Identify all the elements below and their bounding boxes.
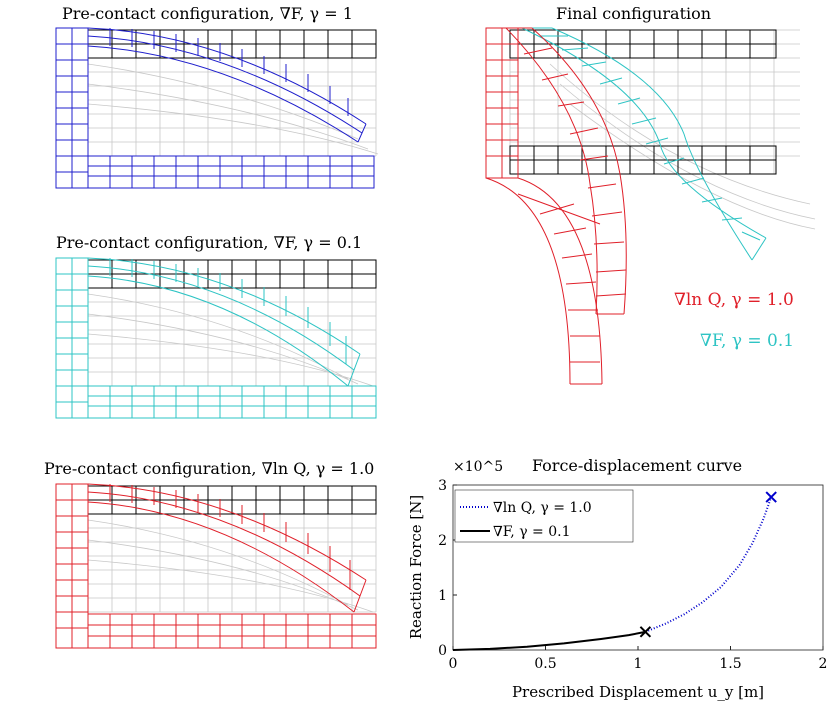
series-end-marker-0: [765, 491, 777, 503]
y-tick-label: 0: [438, 643, 447, 659]
panel1-title: Pre-contact configuration, ∇F, γ = 1: [62, 4, 353, 23]
chart-legend: ∇ln Q, γ = 1.0 ∇F, γ = 0.1: [454, 489, 634, 543]
y-tick-label: 2: [438, 533, 447, 549]
final-legend-f: ∇F, γ = 0.1: [700, 331, 795, 351]
panel2-mesh: [55, 257, 377, 419]
panel3-title: Pre-contact configuration, ∇ln Q, γ = 1.…: [44, 459, 375, 478]
series-line-1: [452, 630, 646, 651]
series-end-marker-1: [639, 626, 652, 638]
panel2-title: Pre-contact configuration, ∇F, γ = 0.1: [56, 233, 363, 252]
x-tick-label: 0.5: [534, 656, 556, 672]
final-title: Final configuration: [556, 4, 712, 23]
x-axis-label: Prescribed Displacement u_y [m]: [512, 683, 764, 701]
series-line-0: [645, 496, 773, 633]
panel3-mesh: [55, 483, 377, 649]
force-displacement-chart: Force-displacement curve ×10^5 0 1 2 3 0 0.5…: [407, 456, 828, 701]
legend-label-f: ∇F, γ = 0.1: [493, 524, 570, 540]
x-tick-label: 1: [634, 656, 643, 672]
x-tick-label: 2: [819, 656, 828, 672]
y-tick-label: 3: [438, 478, 447, 494]
legend-label-q: ∇ln Q, γ = 1.0: [493, 500, 592, 516]
y-axis-label: Reaction Force [N]: [407, 495, 425, 639]
x-tick-label: 1.5: [719, 656, 741, 672]
x-tick-label: 0: [449, 656, 458, 672]
y-tick-label: 1: [438, 588, 447, 604]
chart-multiplier: ×10^5: [453, 459, 503, 475]
chart-title: Force-displacement curve: [532, 456, 742, 475]
final-mesh: [485, 27, 816, 385]
panel1-mesh: [55, 27, 379, 189]
final-legend-q: ∇ln Q, γ = 1.0: [674, 290, 794, 310]
